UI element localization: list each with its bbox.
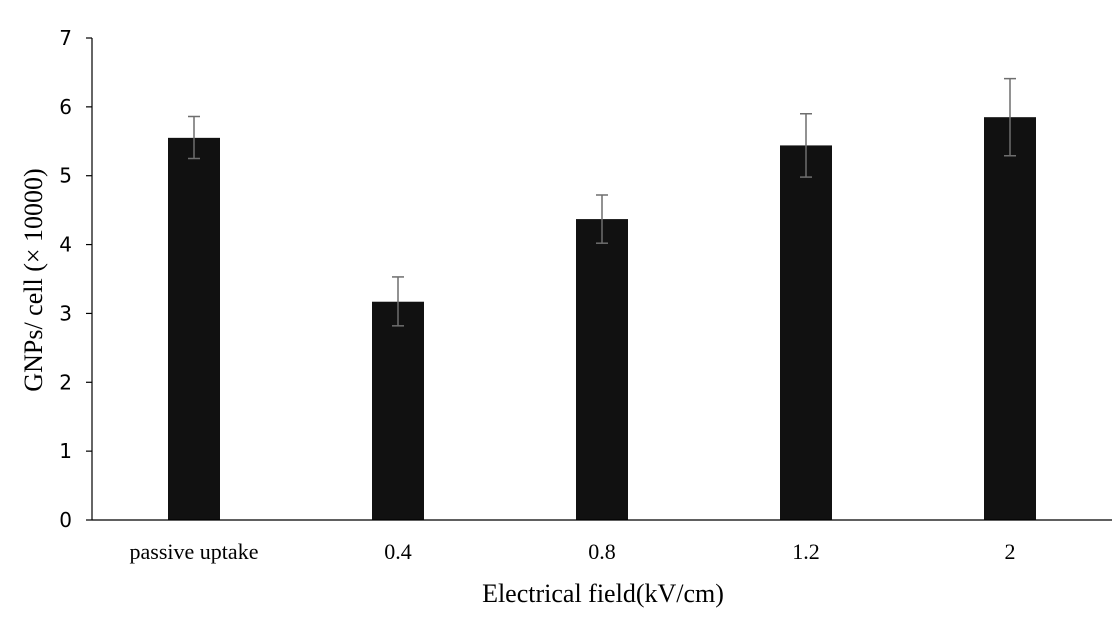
y-tick-label: 7 <box>59 26 72 50</box>
bar-2 <box>576 219 628 520</box>
x-tick-label: passive uptake <box>130 539 259 564</box>
x-tick-label: 0.4 <box>384 539 412 564</box>
bar-1 <box>372 301 424 520</box>
y-axis-label: GNPs/ cell (× 10000) <box>19 168 48 391</box>
bar-0 <box>168 137 220 521</box>
y-tick-label: 0 <box>59 508 72 532</box>
x-tick-label: 0.8 <box>588 539 616 564</box>
y-axis: 0 1 2 3 4 5 6 7 <box>59 26 93 532</box>
y-tick-label: 4 <box>59 233 72 257</box>
x-tick-label: 1.2 <box>792 539 820 564</box>
x-tick-label: 2 <box>1005 539 1016 564</box>
y-tick-label: 6 <box>59 95 72 119</box>
y-tick-label: 3 <box>59 301 72 325</box>
y-tick-label: 5 <box>59 164 72 188</box>
bar-3 <box>780 145 832 520</box>
error-bars-group <box>188 77 1016 327</box>
bars-group <box>168 117 1036 521</box>
x-axis-label: Electrical field(kV/cm) <box>482 579 724 608</box>
bar-4 <box>984 117 1036 520</box>
y-tick-label: 2 <box>59 370 72 394</box>
x-axis: passive uptake 0.4 0.8 1.2 2 <box>92 519 1112 564</box>
y-tick-label: 1 <box>59 439 72 463</box>
